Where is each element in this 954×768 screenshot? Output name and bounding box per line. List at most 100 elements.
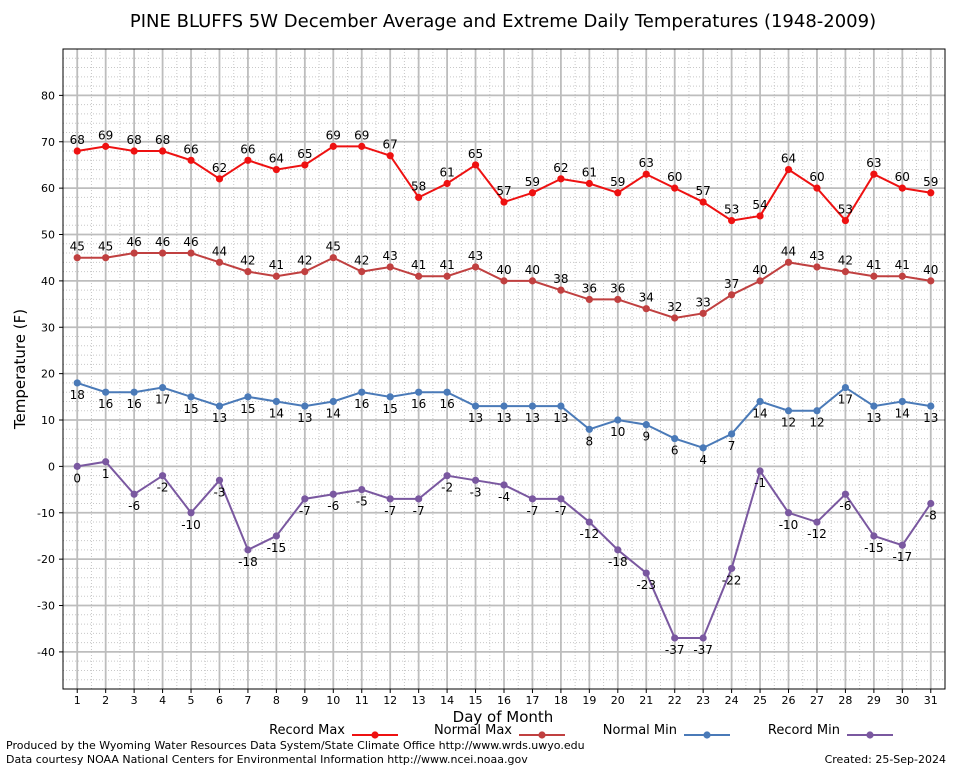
- data-label: -37: [693, 643, 713, 657]
- data-point: [927, 499, 935, 508]
- data-label: 43: [383, 249, 398, 263]
- data-point: [73, 147, 81, 155]
- data-label: 32: [667, 300, 682, 314]
- data-point: [728, 216, 736, 225]
- data-point: [813, 184, 821, 192]
- x-tick-label: 29: [867, 694, 881, 707]
- data-point: [443, 179, 451, 188]
- x-tick-label: 20: [611, 694, 625, 707]
- data-label: 15: [183, 402, 198, 416]
- grid: [63, 49, 945, 690]
- data-point: [500, 277, 508, 285]
- data-point: [130, 490, 138, 498]
- data-label: -10: [779, 518, 799, 532]
- data-label: -8: [925, 508, 937, 522]
- data-point: [671, 184, 679, 192]
- data-point: [215, 175, 224, 183]
- data-point: [870, 170, 878, 178]
- data-label: 44: [212, 244, 227, 258]
- data-label: 63: [639, 156, 654, 170]
- data-point: [671, 634, 679, 642]
- y-tick-label: 60: [41, 182, 55, 195]
- data-point: [642, 421, 650, 429]
- data-point: [187, 509, 195, 517]
- data-label: -1: [754, 476, 766, 490]
- data-point: [130, 147, 138, 155]
- created-date: Created: 25-Sep-2024: [825, 753, 946, 766]
- x-tick-label: 9: [301, 694, 308, 707]
- data-point: [671, 314, 679, 322]
- data-point: [898, 541, 906, 549]
- data-label: 43: [809, 249, 824, 263]
- data-label: 43: [468, 249, 483, 263]
- data-label: 14: [269, 406, 284, 420]
- data-label: 17: [155, 393, 170, 407]
- data-point: [784, 258, 793, 266]
- y-tick-label: -30: [37, 600, 55, 613]
- data-label: 62: [553, 161, 568, 175]
- x-tick-label: 16: [497, 694, 511, 707]
- y-tick-label: 50: [41, 229, 55, 242]
- data-point: [415, 388, 423, 396]
- data-label: 63: [866, 156, 881, 170]
- data-point: [813, 518, 821, 526]
- data-point: [927, 277, 935, 285]
- data-label: -18: [608, 555, 628, 569]
- series-normal-min: 18 16 16 17 15 13 15 14 13 14 16 15 16 16 13 13 13 13 8 10 9…: [70, 379, 938, 467]
- data-label: 64: [781, 152, 796, 166]
- data-label: 62: [212, 161, 227, 175]
- data-label: 40: [752, 263, 767, 277]
- data-point: [272, 532, 280, 540]
- data-point: [358, 142, 366, 150]
- data-label: 44: [781, 244, 796, 258]
- data-label: 17: [838, 393, 853, 407]
- data-label: 14: [752, 406, 767, 420]
- data-point: [870, 272, 878, 280]
- data-point: [471, 476, 480, 484]
- data-point: [614, 546, 622, 554]
- data-point: [557, 495, 565, 503]
- x-axis-title: Day of Month: [453, 708, 554, 726]
- data-label: -3: [470, 485, 482, 499]
- data-label: 37: [724, 277, 739, 291]
- data-point: [272, 397, 280, 406]
- data-point: [841, 268, 850, 276]
- data-label: 12: [781, 416, 796, 430]
- data-label: 13: [525, 411, 540, 425]
- data-point: [841, 383, 850, 392]
- x-tick-label: 24: [725, 694, 739, 707]
- x-tick-label: 12: [383, 694, 397, 707]
- x-tick-label: 6: [216, 694, 223, 707]
- data-label: 41: [269, 258, 284, 272]
- x-tick-label: 23: [696, 694, 710, 707]
- data-label: 16: [98, 397, 113, 411]
- data-point: [784, 407, 793, 415]
- y-tick-label: 80: [41, 89, 55, 102]
- data-label: 68: [155, 133, 170, 147]
- data-label: 68: [126, 133, 141, 147]
- data-point: [557, 175, 565, 183]
- data-point: [158, 472, 167, 480]
- data-label: -4: [498, 490, 510, 504]
- x-tick-label: 31: [924, 694, 938, 707]
- data-label: 9: [642, 430, 650, 444]
- data-label: -12: [807, 527, 827, 541]
- y-tick-label: -40: [37, 646, 55, 659]
- data-point: [443, 472, 451, 480]
- data-point: [386, 393, 394, 401]
- data-label: 60: [809, 170, 824, 184]
- series-record-max: 68 69 68 68 66 62 66 64 65 69 69 67 58 61 65 57 59 62 61 59…: [70, 128, 938, 225]
- data-point: [301, 161, 309, 169]
- data-point: [898, 184, 906, 192]
- data-point: [329, 490, 337, 498]
- data-point: [130, 388, 138, 396]
- data-label: 36: [582, 281, 597, 295]
- data-point: [500, 198, 508, 206]
- data-point: [870, 532, 878, 540]
- data-label: -3: [213, 485, 225, 499]
- credit-line-2: Data courtesy NOAA National Centers for …: [6, 753, 528, 766]
- data-label: -15: [864, 541, 884, 555]
- x-tick-label: 19: [582, 694, 596, 707]
- data-label: 42: [354, 254, 369, 268]
